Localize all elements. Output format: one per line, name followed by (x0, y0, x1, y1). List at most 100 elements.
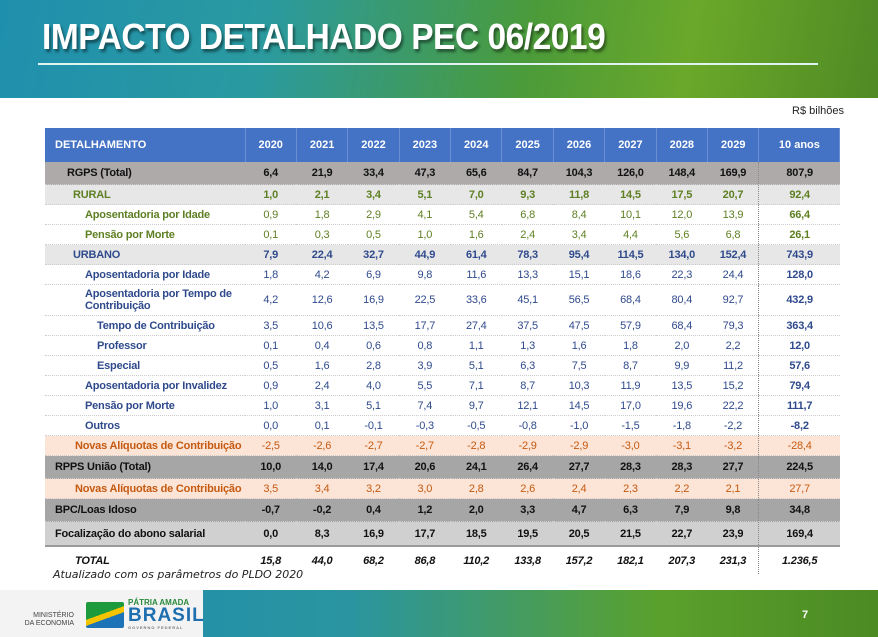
value-cell: 10,0 (245, 455, 297, 479)
value-cell: 3,5 (245, 315, 297, 336)
value-cell: 8,7 (604, 355, 657, 376)
value-cell: 5,1 (399, 184, 451, 205)
value-cell: 14,0 (296, 455, 348, 479)
value-cell: 18,6 (604, 264, 657, 285)
value-cell: -2,9 (501, 435, 554, 456)
value-cell: 2,2 (707, 335, 759, 356)
value-cell: 27,4 (450, 315, 502, 336)
value-cell: 13,9 (707, 204, 759, 225)
value-cell: 2,1 (296, 184, 348, 205)
impact-table: DETALHAMENTO 2020 2021 2022 2023 2024 2025 2026… (45, 128, 841, 574)
table-row: Aposentadoria por Idade 0,9 1,8 2,9 4,1 5,4 6,… (45, 204, 840, 225)
value-cell: 0,5 (347, 224, 400, 245)
value-cell: 20,5 (553, 521, 605, 547)
value-cell: 68,4 (656, 315, 708, 336)
value-cell: 0,9 (245, 204, 297, 225)
value-cell: 169,9 (707, 162, 759, 185)
footer-bar: MINISTÉRIO DA ECONOMIA PÁTRIA AMADA BRAS… (0, 590, 878, 637)
value-cell: 1,8 (245, 264, 297, 285)
value-cell: 44,0 (296, 545, 348, 574)
column-header: 2025 (501, 128, 554, 162)
value-cell: 4,0 (347, 375, 400, 396)
value-cell: 0,4 (296, 335, 348, 356)
value-cell: 5,4 (450, 204, 502, 225)
value-cell: 21,5 (604, 521, 657, 547)
brand-sub: GOVERNO FEDERAL (128, 625, 184, 630)
value-cell: 110,2 (450, 545, 502, 574)
table-row: Especial 0,5 1,6 2,8 3,9 5,1 6,3 7,5 8,7 9,9 11,2 5… (45, 355, 840, 376)
value-cell: 104,3 (553, 162, 605, 185)
value-cell: 3,4 (553, 224, 605, 245)
value-cell: 2,9 (347, 204, 400, 225)
title-banner: IMPACTO DETALHADO PEC 06/2019 (0, 0, 878, 98)
brand-logo: PÁTRIA AMADA BRASIL GOVERNO FEDERAL (128, 598, 205, 630)
value-cell: 92,7 (707, 284, 759, 316)
value-cell: 5,1 (347, 395, 400, 416)
value-cell: 2,8 (347, 355, 400, 376)
value-cell: -2,5 (245, 435, 297, 456)
value-cell: 3,0 (399, 478, 451, 499)
table-row: BPC/Loas Idoso -0,7 -0,2 0,4 1,2 2,0 3,3 4,7 6,3… (45, 498, 840, 522)
row-label: URBANO (45, 244, 245, 265)
row-label: Professor (45, 335, 245, 356)
value-cell: 6,3 (604, 498, 657, 522)
value-cell: 6,9 (347, 264, 400, 285)
value-cell: 3,3 (501, 498, 554, 522)
value-cell: -3,2 (707, 435, 759, 456)
value-cell: 21,9 (296, 162, 348, 185)
value-cell: 45,1 (501, 284, 554, 316)
value-cell: 1,3 (501, 335, 554, 356)
value-cell: 1,6 (450, 224, 502, 245)
value-cell: 1,0 (245, 395, 297, 416)
value-cell: 17,5 (656, 184, 708, 205)
value-cell: 22,2 (707, 395, 759, 416)
value-cell: -1,8 (656, 415, 708, 436)
value-cell: 6,3 (501, 355, 554, 376)
value-cell: 2,3 (604, 478, 657, 499)
value-cell: 3,2 (347, 478, 400, 499)
value-cell: 80,4 (656, 284, 708, 316)
value-cell: 18,5 (450, 521, 502, 547)
value-cell: 3,1 (296, 395, 348, 416)
value-cell: 14,5 (553, 395, 605, 416)
value-cell: 0,1 (245, 224, 297, 245)
ten-year-total-cell: -8,2 (758, 415, 840, 436)
value-cell: 1,8 (296, 204, 348, 225)
value-cell: 4,2 (296, 264, 348, 285)
value-cell: -0,2 (296, 498, 348, 522)
value-cell: 17,4 (347, 455, 400, 479)
column-header: 2026 (553, 128, 606, 162)
unit-label: R$ bilhões (792, 105, 844, 117)
value-cell: -0,3 (399, 415, 451, 436)
value-cell: -0,8 (501, 415, 554, 436)
value-cell: 0,6 (347, 335, 400, 356)
value-cell: 11,2 (707, 355, 759, 376)
value-cell: 6,8 (501, 204, 554, 225)
table-row: Tempo de Contribuição 3,5 10,6 13,5 17,7 27,4… (45, 315, 840, 336)
value-cell: 15,1 (553, 264, 605, 285)
value-cell: 2,4 (553, 478, 605, 499)
value-cell: 5,6 (656, 224, 708, 245)
table-header-row: DETALHAMENTO 2020 2021 2022 2023 2024 2025 2026… (45, 128, 841, 162)
row-label: RURAL (45, 184, 245, 205)
ten-year-total-cell: 224,5 (758, 455, 840, 479)
table-row: Outros 0,0 0,1 -0,1 -0,3 -0,5 -0,8 -1,0 -1,5 -1,8… (45, 415, 840, 436)
value-cell: 1,8 (604, 335, 657, 356)
value-cell: 1,0 (399, 224, 451, 245)
ten-year-total-cell: 66,4 (758, 204, 840, 225)
value-cell: 1,6 (296, 355, 348, 376)
column-header: 2022 (347, 128, 400, 162)
value-cell: 0,4 (347, 498, 400, 522)
value-cell: 231,3 (707, 545, 759, 574)
value-cell: 13,5 (656, 375, 708, 396)
ten-year-total-cell: 27,7 (758, 478, 840, 499)
table-row: Professor 0,1 0,4 0,6 0,8 1,1 1,3 1,6 1,8 2,0 2,2 1… (45, 335, 840, 356)
value-cell: 86,8 (399, 545, 451, 574)
value-cell: 2,0 (450, 498, 502, 522)
value-cell: 2,1 (707, 478, 759, 499)
value-cell: 61,4 (450, 244, 502, 265)
value-cell: 12,1 (501, 395, 554, 416)
row-label: Outros (45, 415, 245, 436)
ten-year-total-cell: 34,8 (758, 498, 840, 522)
value-cell: 84,7 (501, 162, 554, 185)
